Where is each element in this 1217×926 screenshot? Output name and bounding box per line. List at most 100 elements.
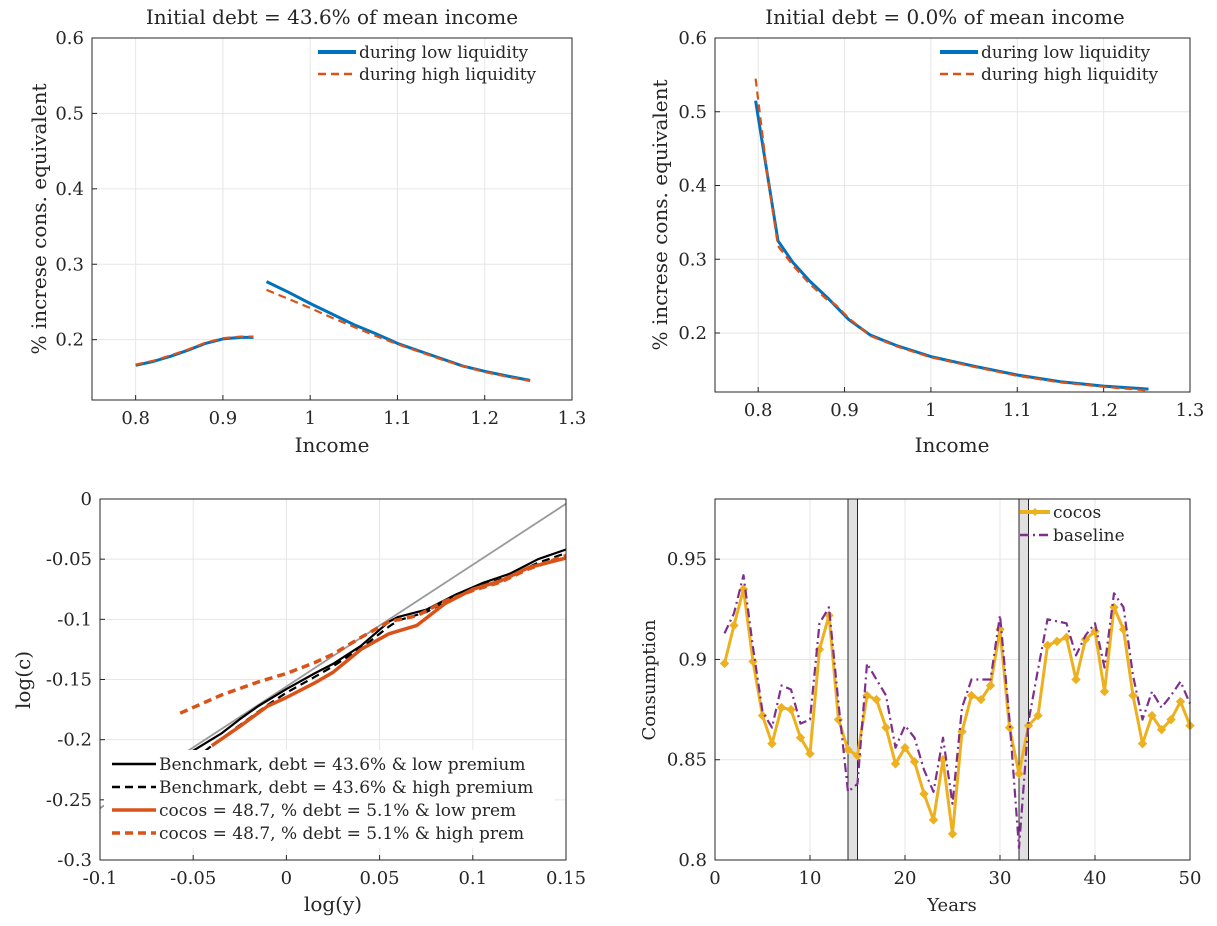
x-tick-label: 1.3: [558, 408, 587, 429]
data-point: [776, 702, 787, 713]
legend-label: cocos: [1053, 503, 1101, 523]
data-point: [976, 694, 986, 705]
x-tick-label: 1: [925, 400, 936, 421]
x-tick-label: 0.9: [830, 400, 859, 421]
y-tick-label: -0.1: [57, 609, 92, 630]
data-point: [1052, 636, 1062, 647]
chart-title: Initial debt = 43.6% of mean income: [146, 5, 518, 29]
y-tick-label: 0.6: [55, 28, 84, 49]
series-line: [135, 335, 254, 366]
y-tick-label: 0.6: [678, 28, 707, 49]
plot-area: [91, 37, 573, 401]
y-tick-label: 0.2: [678, 323, 707, 344]
data-point: [919, 789, 929, 799]
series-line: [265, 280, 531, 382]
data-point: [1033, 710, 1043, 721]
x-tick-label: 0.05: [360, 868, 400, 889]
series-line: [754, 100, 1149, 391]
data-point: [900, 742, 910, 753]
chart-panel-top-right: 0.8 0.9 1 1.1 1.2 1.3 0.2 0.3 0.4 0.5 0.6 Initial …: [648, 5, 1204, 457]
plot-area: [714, 37, 1191, 393]
tick-labels: 0.8 0.9 1 1.1 1.2 1.3 0.2 0.3 0.4 0.5 0.6: [678, 28, 1204, 421]
data-point: [985, 680, 996, 691]
data-point: [1061, 632, 1072, 643]
x-tick-label: 0: [281, 868, 292, 889]
x-tick-label: 0.8: [744, 400, 773, 421]
y-axis-label: % increse cons. equivalent: [648, 79, 672, 350]
data-point: [909, 757, 920, 767]
x-tick-label: 0.15: [546, 868, 586, 889]
legend-label: during low liquidity: [359, 43, 529, 63]
y-axis-label: Consumption: [639, 619, 660, 740]
data-point: [1166, 714, 1176, 725]
series-lines: [135, 280, 531, 383]
data-point: [786, 704, 796, 715]
series-line: [723, 574, 1192, 850]
y-tick-label: -0.15: [46, 670, 92, 691]
plot-area: [714, 498, 1191, 861]
x-tick-label: 1.2: [470, 408, 499, 429]
x-tick-label: -0.1: [83, 868, 118, 889]
data-point: [719, 658, 730, 669]
data-point: [928, 815, 939, 825]
x-tick-label: 1: [304, 408, 315, 429]
data-point: [1099, 686, 1110, 697]
x-tick-label: 20: [894, 868, 917, 889]
x-tick-label: 0.8: [121, 408, 150, 429]
legend-label: cocos = 48.7, % debt = 5.1% & low prem: [159, 801, 516, 821]
x-tick-label: 10: [799, 868, 822, 889]
data-point: [881, 722, 891, 733]
x-axis-label: Years: [926, 895, 977, 916]
x-tick-label: 1.1: [383, 408, 412, 429]
data-point: [805, 748, 815, 759]
data-point: [757, 710, 768, 721]
y-tick-label: -0.05: [46, 549, 92, 570]
x-tick-label: 40: [1084, 868, 1107, 889]
legend-box: [104, 750, 554, 848]
legend: Benchmark, debt = 43.6% & low premium Ben…: [104, 750, 554, 848]
x-axis-label: Income: [915, 433, 990, 457]
x-tick-label: 0: [709, 868, 720, 889]
tick-labels: 0 10 20 30 40 50 0.8 0.85 0.9 0.95: [667, 549, 1202, 889]
chart-panel-top-left: 0.8 0.9 1 1.1 1.2 1.3 0.2 0.3 0.4 0.5 0.6 Initial …: [27, 5, 586, 457]
y-axis-label: log(c): [11, 651, 35, 709]
data-point: [833, 714, 844, 725]
y-tick-label: -0.2: [57, 730, 92, 751]
x-tick-label: 1.1: [1003, 400, 1032, 421]
legend-label: during low liquidity: [981, 43, 1151, 63]
data-point: [1175, 696, 1186, 707]
data-point: [871, 694, 882, 705]
y-tick-label: 0.3: [678, 249, 707, 270]
legend-label: Benchmark, debt = 43.6% & low premium: [159, 755, 525, 775]
legend: cocos baseline: [1020, 503, 1125, 546]
data-point: [795, 732, 806, 743]
x-axis-label: Income: [295, 433, 370, 457]
data-point: [966, 690, 977, 701]
y-tick-label: 0.85: [667, 750, 707, 771]
data-point: [1014, 769, 1024, 779]
data-point: [1128, 690, 1138, 701]
y-tick-label: 0.4: [678, 176, 707, 197]
x-tick-label: 1.2: [1089, 400, 1118, 421]
chart-panel-bottom-left: -0.1 -0.05 0 0.05 0.1 0.15 -0.3 -0.25 -0.2 -0.15 -…: [11, 489, 586, 916]
y-tick-label: 0.5: [678, 102, 707, 123]
y-tick-label: 0.8: [678, 850, 707, 871]
data-point: [1042, 640, 1053, 651]
y-tick-label: 0.95: [667, 549, 707, 570]
x-tick-label: 0.1: [458, 868, 487, 889]
legend-label: during high liquidity: [981, 65, 1159, 85]
data-point: [947, 829, 958, 839]
x-tick-label: 50: [1179, 868, 1202, 889]
data-point: [1147, 710, 1157, 721]
legend-label: during high liquidity: [359, 65, 537, 85]
series-line: [188, 548, 567, 754]
plot-area: [99, 498, 567, 861]
legend-label: baseline: [1053, 526, 1125, 546]
y-tick-label: 0.5: [55, 103, 84, 124]
series-lines: [754, 78, 1149, 392]
y-tick-label: 0.4: [55, 179, 84, 200]
tick-labels: 0.8 0.9 1 1.1 1.2 1.3 0.2 0.3 0.4 0.5 0.6: [55, 28, 586, 429]
